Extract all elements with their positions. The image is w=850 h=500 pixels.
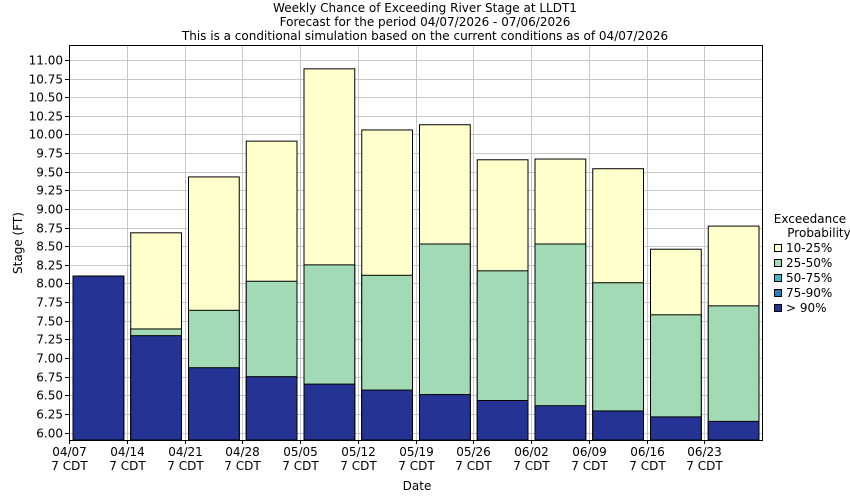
- legend-label: 25-50%: [786, 255, 833, 270]
- y-tick-label: 8.25: [36, 259, 63, 273]
- legend-swatch: [774, 258, 782, 267]
- x-tick-label-time: 7 CDT: [167, 459, 204, 473]
- plot-border: [69, 45, 763, 441]
- legend-item: 50-75%: [774, 270, 850, 285]
- y-tick-label: 10.75: [29, 73, 63, 87]
- x-tick-label-date: 06/16: [630, 445, 665, 459]
- x-tick-label-time: 7 CDT: [455, 459, 492, 473]
- legend-item: 25-50%: [774, 255, 850, 270]
- x-tick-label-time: 7 CDT: [686, 459, 723, 473]
- bar-gt-90: [707, 420, 760, 441]
- chart-title: Weekly Chance of Exceeding River Stage a…: [273, 1, 577, 15]
- y-tick-label: 9.75: [36, 147, 63, 161]
- chart-subtitle-conditions: This is a conditional simulation based o…: [181, 29, 669, 43]
- legend-title-line1: Exceedance: [773, 212, 847, 226]
- bar-gt-90: [419, 394, 471, 441]
- x-tick-label-time: 7 CDT: [282, 459, 319, 473]
- legend-item: 75-90%: [774, 285, 850, 300]
- x-tick-label-date: 06/23: [687, 445, 722, 459]
- x-tick-label-date: 04/07: [52, 445, 87, 459]
- y-tick-label: 11.00: [29, 54, 63, 68]
- legend-label: 50-75%: [786, 270, 833, 285]
- y-tick-label: 7.50: [36, 315, 63, 329]
- y-tick-label: 6.50: [36, 389, 63, 403]
- x-tick-label-date: 06/09: [572, 445, 607, 459]
- x-axis-label: Date: [403, 479, 432, 493]
- y-tick-label: 6.75: [36, 371, 63, 385]
- x-tick-label-time: 7 CDT: [51, 459, 88, 473]
- x-tick-label-date: 05/05: [283, 445, 318, 459]
- chart-subtitle: Forecast for the period 04/07/2026 - 07/…: [279, 15, 571, 29]
- y-tick-label: 8.75: [36, 222, 63, 236]
- y-tick-label: 9.50: [36, 166, 63, 180]
- x-tick-label-date: 04/28: [225, 445, 260, 459]
- x-tick-label-time: 7 CDT: [571, 459, 608, 473]
- bar-25-50: [707, 305, 760, 441]
- x-tick-label-time: 7 CDT: [109, 459, 146, 473]
- x-tick-label-date: 05/19: [399, 445, 434, 459]
- bar-gt-90: [303, 383, 356, 441]
- legend-swatch: [774, 288, 782, 297]
- x-tick-label-time: 7 CDT: [629, 459, 666, 473]
- bar-gt-90: [130, 335, 182, 441]
- legend-label: > 90%: [786, 300, 827, 315]
- y-axis-label: Stage (FT): [11, 212, 25, 274]
- bar-gt-90: [476, 400, 529, 441]
- legend: Exceedance Probability 10-25% 25-50% 50-75…: [771, 212, 850, 315]
- legend-label: 75-90%: [786, 285, 833, 300]
- legend-label: 10-25%: [786, 240, 833, 255]
- bar-gt-90: [245, 376, 298, 441]
- y-tick-label: 8.50: [36, 240, 63, 254]
- legend-title-line2: Probability: [787, 226, 850, 240]
- grid-lines: [69, 45, 762, 440]
- x-tick-label-date: 04/14: [110, 445, 145, 459]
- bar-gt-90: [361, 389, 413, 441]
- x-tick-label-time: 7 CDT: [340, 459, 377, 473]
- x-tick-label-time: 7 CDT: [513, 459, 550, 473]
- y-tick-label: 9.25: [36, 184, 63, 198]
- bar-gt-90: [534, 405, 587, 441]
- y-tick-label: 7.25: [36, 333, 63, 347]
- y-tick-label: 6.00: [36, 427, 63, 441]
- y-tick-label: 10.00: [29, 128, 63, 142]
- y-tick-label: 10.25: [29, 110, 63, 124]
- legend-item: 10-25%: [774, 240, 850, 255]
- y-tick-label: 7.00: [36, 352, 63, 366]
- bars-group: [72, 68, 760, 441]
- legend-swatch: [774, 303, 782, 312]
- y-tick-label: 6.25: [36, 408, 63, 422]
- x-tick-label-date: 04/21: [168, 445, 203, 459]
- y-tick-label: 7.75: [36, 296, 63, 310]
- bar-gt-90: [188, 367, 240, 441]
- x-tick-label-date: 05/12: [341, 445, 376, 459]
- y-tick-label: 10.50: [29, 91, 63, 105]
- x-tick-label-date: 06/02: [514, 445, 549, 459]
- x-tick-label-date: 05/26: [456, 445, 491, 459]
- x-tick-label-time: 7 CDT: [398, 459, 435, 473]
- x-tick-label-time: 7 CDT: [224, 459, 261, 473]
- bar-gt-90: [650, 416, 702, 441]
- y-tick-label: 9.00: [36, 203, 63, 217]
- legend-swatch: [774, 243, 782, 252]
- bar-gt-90: [592, 410, 644, 441]
- legend-item: > 90%: [774, 300, 850, 315]
- y-tick-label: 8.00: [36, 277, 63, 291]
- axes-group: 11.00 10.75 10.50 10.25 10.00 9.75 9.50 9.25 9.0…: [29, 45, 763, 473]
- legend-swatch: [774, 273, 782, 282]
- bar-gt-90: [72, 275, 125, 441]
